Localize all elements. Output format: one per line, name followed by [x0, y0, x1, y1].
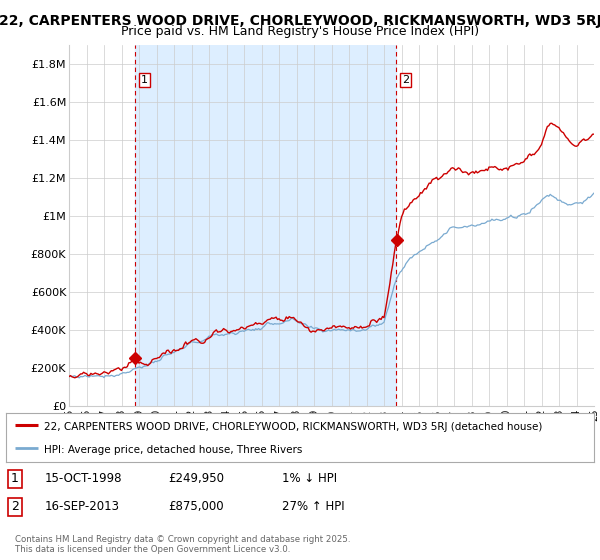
Text: 22, CARPENTERS WOOD DRIVE, CHORLEYWOOD, RICKMANSWORTH, WD3 5RJ: 22, CARPENTERS WOOD DRIVE, CHORLEYWOOD, … — [0, 14, 600, 28]
Text: 27% ↑ HPI: 27% ↑ HPI — [282, 500, 344, 514]
Text: 2: 2 — [11, 500, 19, 514]
Text: 1% ↓ HPI: 1% ↓ HPI — [282, 472, 337, 486]
Text: 1: 1 — [140, 75, 148, 85]
Text: 1: 1 — [11, 472, 19, 486]
Text: Contains HM Land Registry data © Crown copyright and database right 2025.
This d: Contains HM Land Registry data © Crown c… — [15, 535, 350, 554]
Text: Price paid vs. HM Land Registry's House Price Index (HPI): Price paid vs. HM Land Registry's House … — [121, 25, 479, 38]
Text: 16-SEP-2013: 16-SEP-2013 — [45, 500, 120, 514]
Text: 2: 2 — [401, 75, 409, 85]
Text: £875,000: £875,000 — [168, 500, 224, 514]
Text: 22, CARPENTERS WOOD DRIVE, CHORLEYWOOD, RICKMANSWORTH, WD3 5RJ (detached house): 22, CARPENTERS WOOD DRIVE, CHORLEYWOOD, … — [44, 422, 542, 432]
Text: HPI: Average price, detached house, Three Rivers: HPI: Average price, detached house, Thre… — [44, 445, 302, 455]
Text: 15-OCT-1998: 15-OCT-1998 — [45, 472, 122, 486]
Text: £249,950: £249,950 — [168, 472, 224, 486]
Bar — [136, 45, 397, 406]
